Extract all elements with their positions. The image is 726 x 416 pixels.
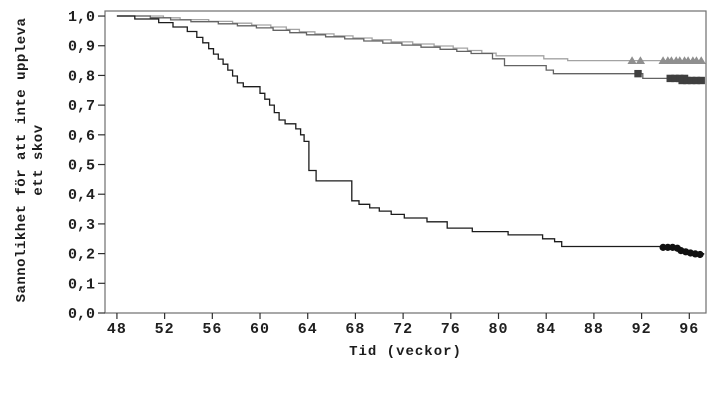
x-axis-title: Tid (veckor) bbox=[349, 344, 462, 360]
x-tick-label: 84 bbox=[536, 321, 556, 338]
x-tick-label: 48 bbox=[107, 321, 127, 338]
square-marker-icon bbox=[678, 76, 686, 85]
triangle-marker-icon bbox=[635, 56, 646, 64]
x-tick-label: 64 bbox=[298, 321, 318, 338]
series-markers-1 bbox=[627, 56, 706, 64]
x-tick-label: 72 bbox=[393, 321, 413, 338]
square-marker-icon bbox=[683, 76, 691, 85]
y-tick-label: 0,9 bbox=[68, 39, 95, 56]
x-tick-label: 88 bbox=[584, 321, 604, 338]
y-tick-label: 0,1 bbox=[68, 276, 95, 293]
square-marker-icon bbox=[697, 76, 705, 85]
y-tick-label: 0,7 bbox=[68, 98, 95, 115]
x-tick-label: 60 bbox=[250, 321, 270, 338]
x-tick-label: 56 bbox=[202, 321, 222, 338]
x-tick-label: 52 bbox=[155, 321, 175, 338]
x-tick-label: 68 bbox=[345, 321, 365, 338]
square-marker-icon bbox=[666, 74, 674, 83]
series-curve-1 bbox=[116, 15, 704, 62]
square-marker-icon bbox=[634, 69, 642, 78]
y-tick-label: 0,6 bbox=[68, 128, 95, 145]
triangle-marker-icon bbox=[627, 56, 637, 64]
x-tick-label: 76 bbox=[441, 321, 461, 338]
legend: Placebo Cimzia 200 mg varannan vecka Cim… bbox=[0, 366, 726, 414]
triangle-marker-icon bbox=[696, 56, 706, 64]
x-tick-label: 96 bbox=[679, 321, 699, 338]
series-markers-0 bbox=[659, 243, 704, 259]
y-tick-label: 0,0 bbox=[68, 306, 95, 323]
square-marker-icon bbox=[687, 76, 696, 85]
y-tick-label: 0,5 bbox=[68, 158, 95, 175]
y-tick-label: 0,8 bbox=[68, 68, 95, 85]
square-marker-icon bbox=[692, 76, 701, 85]
y-tick-label: 0,2 bbox=[68, 247, 95, 264]
axis-tick-labels: 48 52 56 60 64 68 72 76 80 84 88 92 96 0,0 0,1 0,2 0,3 0,… bbox=[68, 9, 699, 338]
square-marker-icon bbox=[671, 74, 679, 83]
y-tick-label: 0,3 bbox=[68, 217, 95, 234]
x-tick-label: 80 bbox=[489, 321, 509, 338]
x-tick-label: 92 bbox=[632, 321, 652, 338]
series-curve-2 bbox=[116, 15, 704, 82]
series-markers-2 bbox=[634, 69, 705, 85]
y-tick-label: 0,4 bbox=[68, 187, 95, 204]
plot-frame bbox=[104, 10, 707, 314]
axis-ticks bbox=[98, 15, 690, 319]
circle-marker-icon bbox=[696, 250, 704, 259]
series-curve-0 bbox=[116, 15, 705, 255]
y-tick-label: 1,0 bbox=[68, 9, 95, 26]
